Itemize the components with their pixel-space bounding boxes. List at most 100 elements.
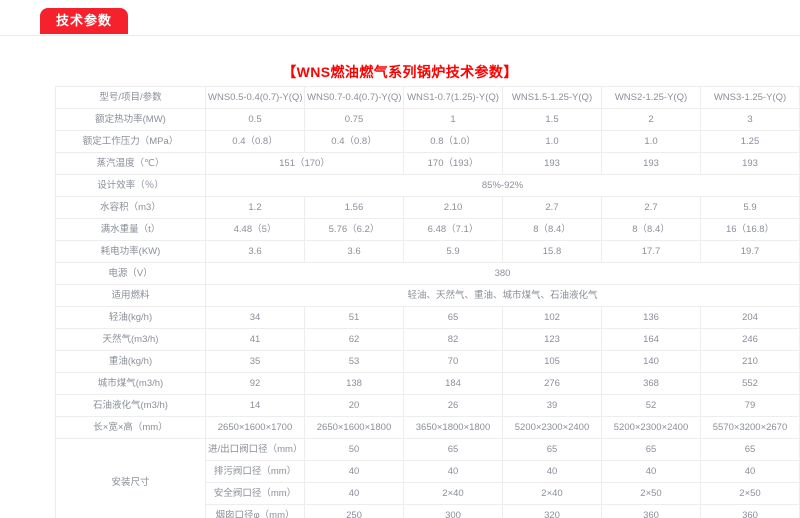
table-row: 烟囱口径φ（mm）250300320360360360 xyxy=(56,504,800,518)
table-cell-value: 3650×1800×1800 xyxy=(403,416,503,439)
row-group-label: 安装尺寸 xyxy=(55,438,206,518)
table-cell-value: 5.9 xyxy=(403,240,503,263)
table-row: 设计效率（％） 85%-92% xyxy=(55,174,800,197)
table-cell-value: 79 xyxy=(700,394,800,417)
table-cell-value: 40 xyxy=(403,460,503,483)
table-row: 电源（V） 380 xyxy=(55,262,800,285)
table-row: 长×宽×高（mm） 2650×1600×1700 2650×1600×1800 365… xyxy=(55,416,800,439)
table-cell-value: 40 xyxy=(502,460,602,483)
table-cell-value: 138 xyxy=(304,372,404,395)
table-cell-merged: 380 xyxy=(205,262,800,285)
table-cell-value: 65 xyxy=(403,438,503,461)
row-label: 安全阀口径（mm） xyxy=(205,482,305,505)
table-cell-value: 5570×3200×2670 xyxy=(700,416,800,439)
row-label: 额定工作压力（MPa） xyxy=(55,130,206,153)
table-cell-value: 204 xyxy=(700,306,800,329)
table-cell-value: 1.0 xyxy=(502,130,602,153)
row-label: 轻油(kg/h) xyxy=(55,306,206,329)
table-cell-value: 164 xyxy=(601,328,701,351)
table-cell-value: 40 xyxy=(304,482,404,505)
row-label: 城市煤气(m3/h) xyxy=(55,372,206,395)
table-cell-value: 210 xyxy=(700,350,800,373)
table-cell-merged: 193 xyxy=(700,152,800,175)
row-label: 设计效率（％） xyxy=(55,174,206,197)
table-cell-value: 17.7 xyxy=(601,240,701,263)
table-cell-value: 552 xyxy=(700,372,800,395)
column-header-label: 型号/项目/参数 xyxy=(55,86,206,109)
table-cell-value: 82 xyxy=(403,328,503,351)
table-cell-value: 52 xyxy=(601,394,701,417)
table-cell-value: 65 xyxy=(601,438,701,461)
table-cell-value: 4.48（5） xyxy=(205,218,305,241)
table-cell-value: 92 xyxy=(205,372,305,395)
table-cell-value: 1.25 xyxy=(700,130,800,153)
column-header-model: WNS0.5-0.4(0.7)-Y(Q) xyxy=(205,86,305,109)
table-cell-value: 15.8 xyxy=(502,240,602,263)
table-cell-value: 136 xyxy=(601,306,701,329)
table-cell-value: 0.4（0.8） xyxy=(205,130,305,153)
table-cell-value: 6.48（7.1） xyxy=(403,218,503,241)
table-cell-merged: 151（170） xyxy=(205,152,404,175)
table-row: 适用燃料 轻油、天然气、重油、城市煤气、石油液化气 xyxy=(55,284,800,307)
column-header-model: WNS1-0.7(1.25)-Y(Q) xyxy=(403,86,503,109)
table-cell-value: 276 xyxy=(502,372,602,395)
table-cell-value: 360 xyxy=(700,504,800,518)
table-cell-value: 2.10 xyxy=(403,196,503,219)
table-cell-value: 320 xyxy=(502,504,602,518)
table-cell-value: 123 xyxy=(502,328,602,351)
table-cell-value: 65 xyxy=(700,438,800,461)
table-cell-value: 2×50 xyxy=(700,482,800,505)
table-cell-value: 26 xyxy=(403,394,503,417)
table-cell-merged: 85%-92% xyxy=(205,174,800,197)
table-cell-value: 8（8.4） xyxy=(601,218,701,241)
table-cell-value: 0.75 xyxy=(304,108,404,131)
table-cell-value: 40 xyxy=(700,460,800,483)
table-cell-value: 3.6 xyxy=(205,240,305,263)
table-cell-value: 62 xyxy=(304,328,404,351)
table-cell-value: 2.7 xyxy=(502,196,602,219)
row-label: 水容积（m3） xyxy=(55,196,206,219)
table-cell-merged: 193 xyxy=(502,152,602,175)
tab-technical-parameters[interactable]: 技术参数 xyxy=(40,8,129,34)
row-label: 进/出口阀口径（mm） xyxy=(205,438,305,461)
table-header-row: 型号/项目/参数 WNS0.5-0.4(0.7)-Y(Q) WNS0.7-0.4(0… xyxy=(55,86,800,109)
table-cell-value: 3 xyxy=(700,108,800,131)
table-cell-value: 140 xyxy=(601,350,701,373)
row-label: 适用燃料 xyxy=(55,284,206,307)
table-cell-value: 102 xyxy=(502,306,602,329)
table-row: 满水重量（t） 4.48（5） 5.76（6.2） 6.48（7.1） 8（8.4） 8（… xyxy=(55,218,800,241)
table-cell-value: 1.5 xyxy=(502,108,602,131)
table-cell-value: 65 xyxy=(403,306,503,329)
table-cell-value: 39 xyxy=(502,394,602,417)
row-label: 电源（V） xyxy=(55,262,206,285)
tab-bar: 技术参数 xyxy=(0,0,800,36)
table-row: 额定工作压力（MPa） 0.4（0.8） 0.4（0.8） 0.8（1.0） 1.0 1.… xyxy=(55,130,800,153)
table-cell-value: 5.9 xyxy=(700,196,800,219)
table-row: 蒸汽温度（℃） 151（170） 170（193） 193 193 193 xyxy=(55,152,800,175)
table-row: 重油(kg/h) 35 53 70 105 140 210 xyxy=(55,350,800,373)
table-cell-value: 2×40 xyxy=(403,482,503,505)
table-cell-value: 53 xyxy=(304,350,404,373)
table-cell-value: 2650×1600×1800 xyxy=(304,416,404,439)
table-cell-value: 41 xyxy=(205,328,305,351)
table-row: 天然气(m3/h) 41 62 82 123 164 246 xyxy=(55,328,800,351)
spec-table: 型号/项目/参数 WNS0.5-0.4(0.7)-Y(Q) WNS0.7-0.4(0… xyxy=(55,86,800,518)
column-header-model: WNS3-1.25-Y(Q) xyxy=(700,86,800,109)
table-cell-merged: 轻油、天然气、重油、城市煤气、石油液化气 xyxy=(205,284,800,307)
table-cell-value: 105 xyxy=(502,350,602,373)
table-cell-value: 360 xyxy=(601,504,701,518)
table-cell-value: 250 xyxy=(304,504,404,518)
table-cell-value: 14 xyxy=(205,394,305,417)
table-cell-value: 1.56 xyxy=(304,196,404,219)
table-cell-value: 246 xyxy=(700,328,800,351)
table-cell-value: 300 xyxy=(403,504,503,518)
table-cell-value: 3.6 xyxy=(304,240,404,263)
table-cell-value: 65 xyxy=(502,438,602,461)
table-cell-value: 0.4（0.8） xyxy=(304,130,404,153)
row-label: 蒸汽温度（℃） xyxy=(55,152,206,175)
table-row: 轻油(kg/h) 34 51 65 102 136 204 xyxy=(55,306,800,329)
table-cell-value: 5200×2300×2400 xyxy=(601,416,701,439)
table-cell-value: 0.5 xyxy=(205,108,305,131)
page-title: 【WNS燃油燃气系列锅炉技术参数】 xyxy=(282,64,518,80)
